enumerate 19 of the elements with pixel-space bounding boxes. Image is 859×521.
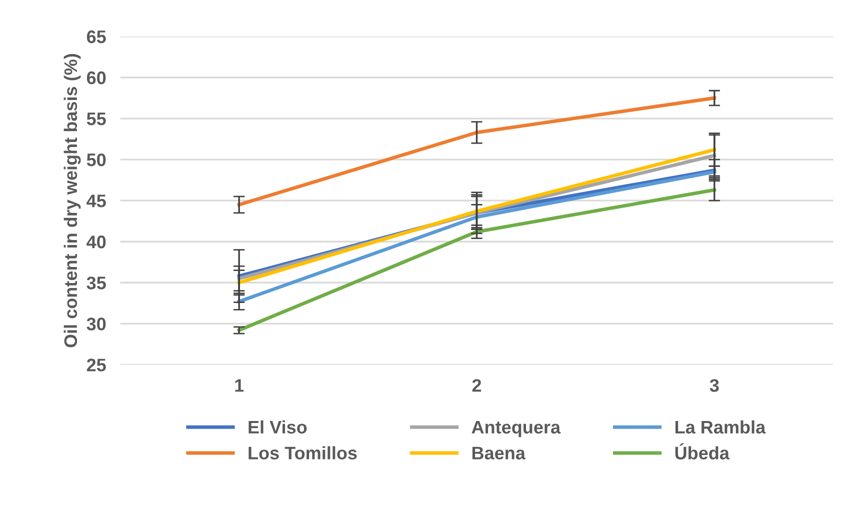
y-tick-label: 60 [86, 71, 106, 84]
y-tick-label: 30 [86, 318, 106, 330]
legend-label: Antequera [472, 421, 561, 438]
legend-label: Úbeda [675, 443, 730, 460]
x-tick-label: 3 [710, 379, 719, 392]
legend-label: La Rambla [675, 420, 766, 434]
y-axis-title: Oil content in dry weight basis (%) [64, 54, 81, 348]
legend-label: Los Tomillos [248, 446, 357, 460]
y-tick-label: 55 [86, 112, 106, 126]
y-tick-label: 40 [86, 236, 106, 248]
y-tick-label: 50 [86, 153, 106, 166]
y-tick-label: 65 [86, 30, 106, 44]
x-tick-label: 2 [472, 379, 482, 392]
legend-label: El Viso [248, 420, 307, 434]
x-tick-label: 1 [235, 379, 244, 392]
legend-label: Baena [472, 446, 526, 460]
y-tick-label: 45 [86, 194, 106, 208]
y-tick-label: 25 [86, 358, 106, 372]
y-tick-label: 35 [86, 276, 106, 290]
